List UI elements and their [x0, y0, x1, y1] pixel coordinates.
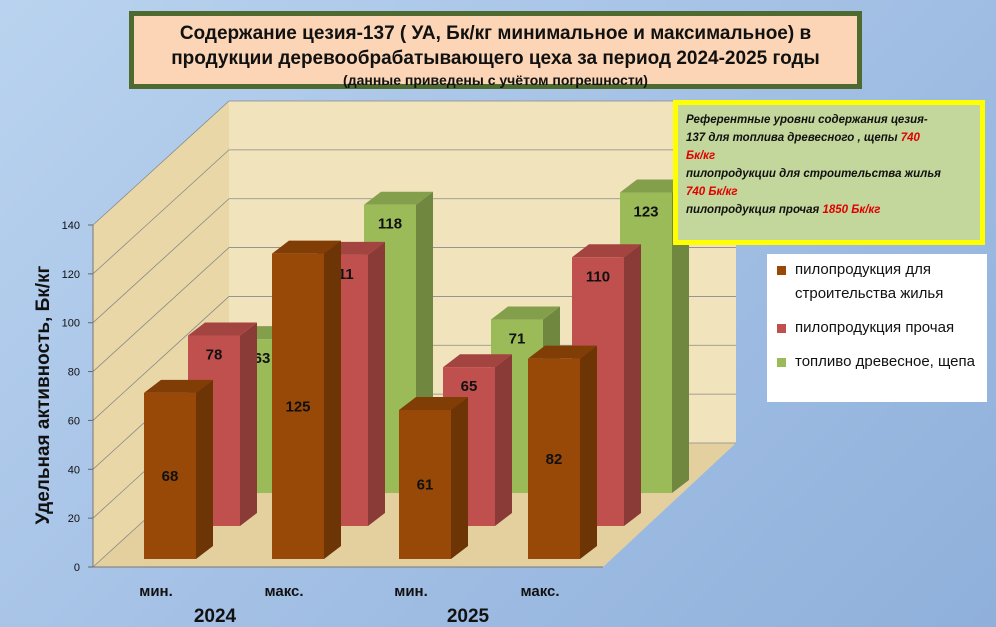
- bar-front: [399, 409, 451, 559]
- data-label: 61: [417, 476, 434, 493]
- y-tick-label: 60: [68, 415, 80, 427]
- data-label: 123: [633, 204, 658, 221]
- bar-top: [572, 244, 641, 258]
- bar-top: [364, 191, 433, 205]
- bar-side: [624, 244, 641, 527]
- reference-levels-box: Референтные уровни содержания цезия- 137…: [673, 100, 985, 245]
- data-label: 68: [162, 468, 179, 485]
- bar-side: [495, 354, 512, 526]
- gridline: [92, 198, 736, 324]
- bar-top: [188, 322, 257, 336]
- legend-item-other: пилопродукция прочая: [773, 316, 981, 340]
- reference-fuel-unit: Бк/кг: [686, 150, 716, 162]
- legend-swatch-construction: [777, 266, 786, 275]
- reference-fuel-label: 137 для топлива древесного , щепы: [686, 132, 898, 144]
- bar-front: [528, 358, 580, 559]
- reference-fuel-value: 740: [900, 132, 920, 144]
- y-tick-label: 120: [62, 269, 80, 281]
- chart-title-line-2: продукции деревообрабатывающего цеха за …: [171, 48, 820, 69]
- legend-item-fuel: топливо древесное, щепа: [773, 350, 981, 374]
- y-tick-label: 140: [62, 220, 80, 232]
- chart-subtitle: (данные приведены с учётом погрешности): [343, 72, 648, 88]
- bar-side: [451, 396, 468, 559]
- bar: 82: [528, 345, 597, 559]
- reference-line-2: 137 для топлива древесного , щепы 740: [686, 129, 972, 147]
- y-tick-label: 20: [68, 513, 80, 525]
- gridline: [92, 149, 736, 275]
- x-group-label: 2024: [194, 606, 237, 627]
- legend-label-other: пилопродукция прочая: [795, 319, 955, 336]
- bar-side: [368, 241, 385, 527]
- bar: 125: [272, 240, 341, 559]
- chart-legend: пилопродукция для строительства жилья пи…: [767, 254, 987, 402]
- legend-item-construction: пилопродукция для строительства жилья: [773, 258, 981, 306]
- data-label: 71: [509, 331, 526, 348]
- bar-top: [491, 306, 560, 320]
- y-tick-label: 40: [68, 464, 80, 476]
- x-tick-label: макс.: [264, 583, 303, 600]
- data-label: 110: [586, 268, 610, 285]
- bar-side: [580, 345, 597, 559]
- x-tick-label: мин.: [139, 583, 173, 600]
- data-label: 65: [461, 378, 478, 395]
- bar-top: [620, 179, 689, 193]
- y-axis-ticks: 0 20 40 60 80 100 120 140: [62, 220, 603, 574]
- y-tick-label: 0: [74, 562, 80, 574]
- bar-top: [399, 396, 468, 410]
- gridline: [92, 247, 736, 372]
- legend-label-fuel: топливо древесное, щепа: [795, 353, 975, 370]
- data-label: 125: [285, 398, 310, 415]
- data-label: 82: [546, 451, 563, 468]
- bar-front: [272, 253, 324, 559]
- x-group-label: 2025: [447, 606, 490, 627]
- gridline: [92, 296, 736, 421]
- data-label: 118: [378, 216, 402, 233]
- legend-swatch-fuel: [777, 358, 786, 367]
- bar-side: [196, 379, 213, 559]
- chart-title-box: Содержание цезия-137 ( УА, Бк/кг минимал…: [129, 11, 862, 89]
- reference-other-label: пилопродукция прочая: [686, 204, 820, 216]
- y-tick-label: 100: [62, 318, 80, 330]
- bar-top: [443, 354, 512, 368]
- x-axis-labels: мин. макс. мин. макс. 2024 2025: [139, 583, 559, 627]
- y-tick-label: 80: [68, 367, 80, 379]
- bar-side: [324, 240, 341, 559]
- legend-label-construction: пилопродукция для строительства жилья: [795, 261, 944, 302]
- y-axis-title: Удельная активность, Бк/кг: [33, 265, 54, 524]
- bar-front: [144, 392, 196, 559]
- x-tick-label: макс.: [520, 583, 559, 600]
- chart-title-line-1: Содержание цезия-137 ( УА, Бк/кг минимал…: [179, 23, 812, 44]
- bar-top: [144, 379, 213, 393]
- data-label: 63: [254, 350, 271, 367]
- x-tick-label: мин.: [394, 583, 428, 600]
- reference-construction-value: 740 Бк/кг: [686, 186, 738, 198]
- bar-side: [240, 322, 257, 526]
- bar-top: [528, 345, 597, 359]
- reference-other-value: 1850 Бк/кг: [822, 204, 881, 216]
- bar-side: [672, 179, 689, 493]
- bar: 61: [399, 396, 468, 559]
- data-label: 78: [206, 346, 223, 363]
- bar-top: [272, 240, 341, 254]
- gridline: [92, 100, 736, 226]
- legend-swatch-other: [777, 324, 786, 333]
- reference-line-1: Референтные уровни содержания цезия-: [686, 114, 928, 126]
- bar: 68: [144, 379, 213, 559]
- reference-construction-label: пилопродукции для строительства жилья: [686, 168, 941, 180]
- reference-line-other: пилопродукция прочая 1850 Бк/кг: [686, 201, 972, 219]
